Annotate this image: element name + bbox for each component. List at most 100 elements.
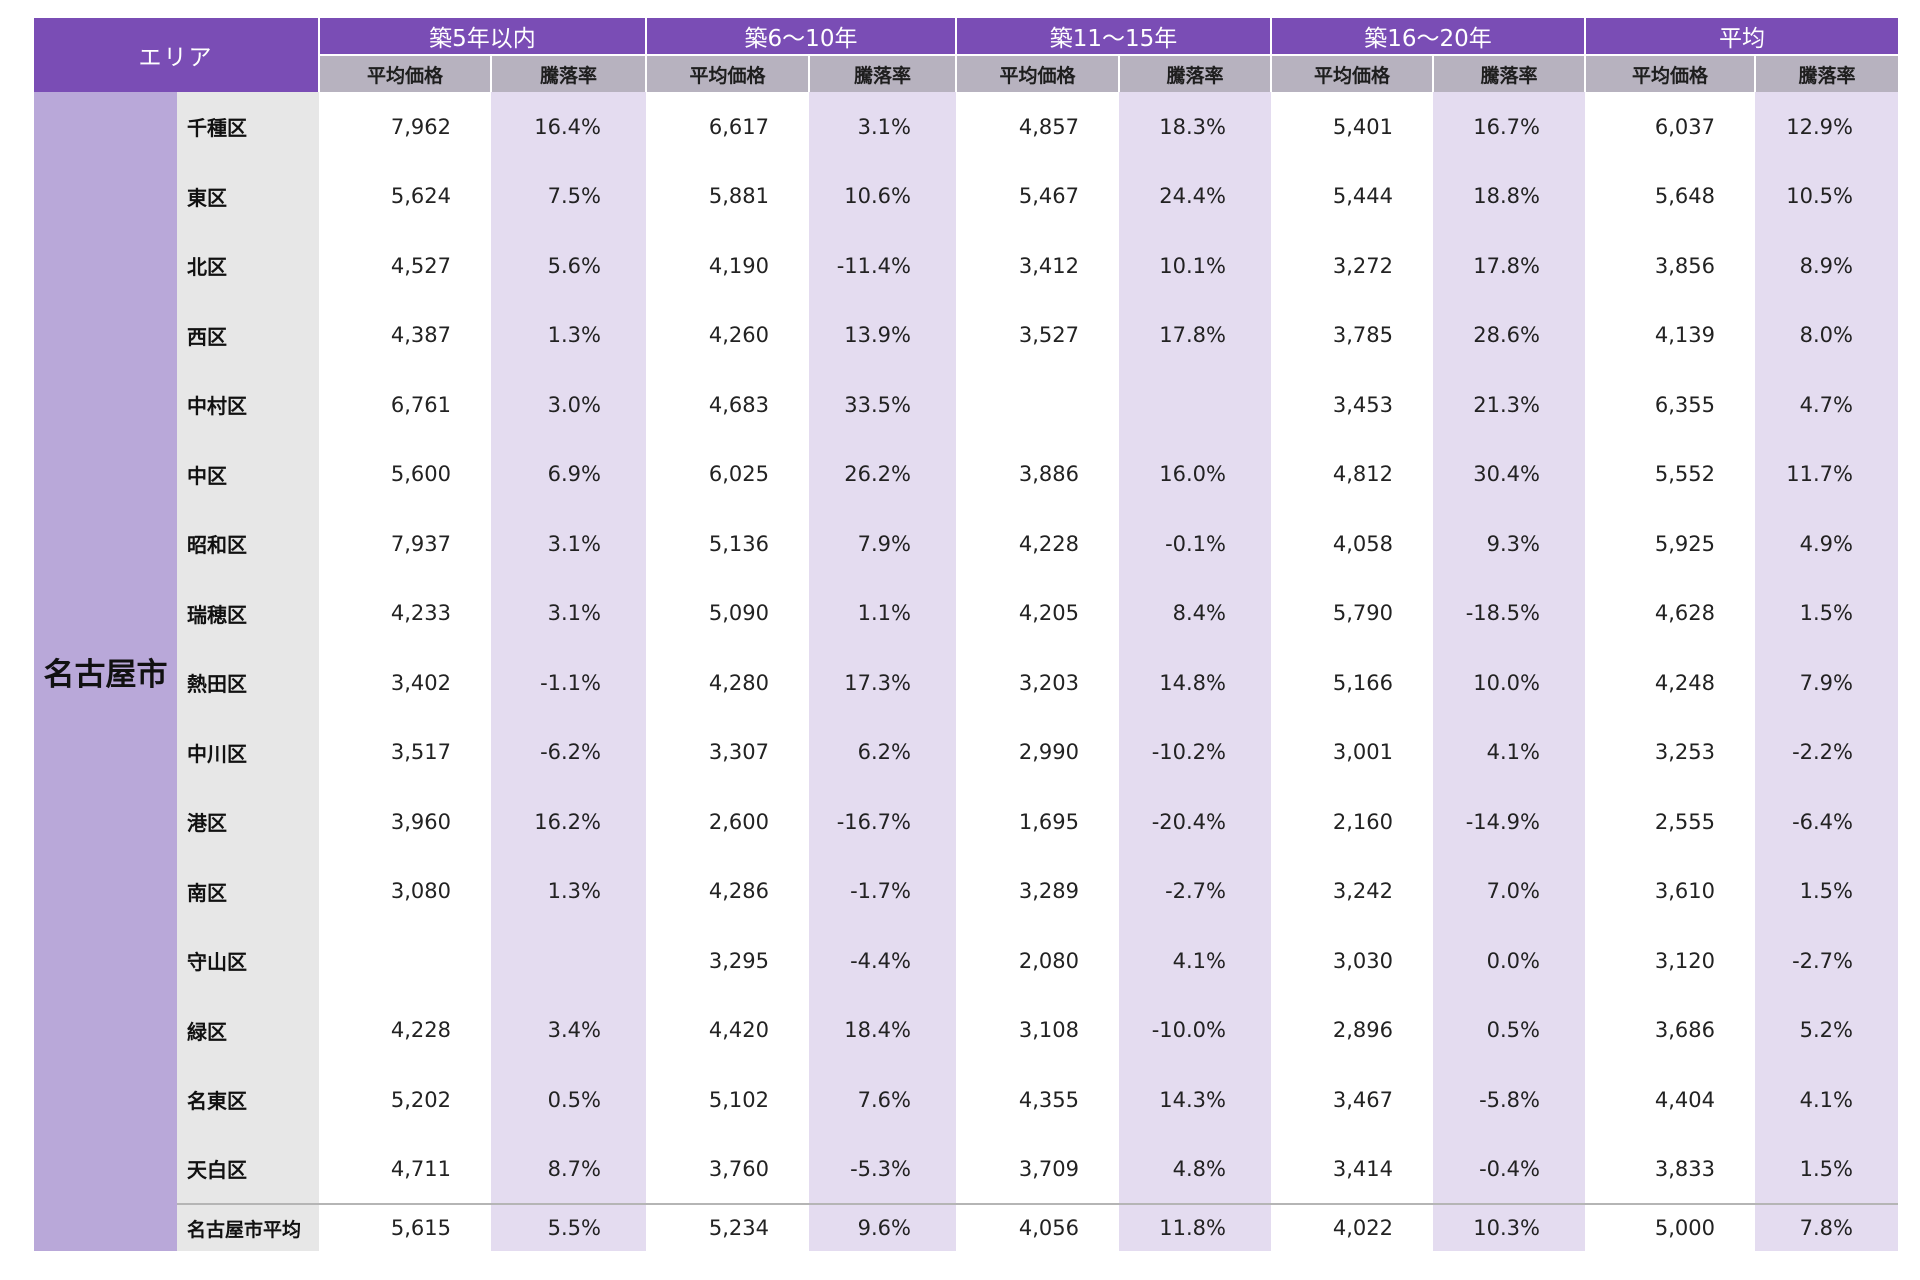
- table-row: 港区 3,960 16.2% 2,600 -16.7% 1,695 -20.4% 2,160-…: [34, 787, 1898, 857]
- total-rate-cell: 7.8%: [1755, 1203, 1898, 1251]
- rate-cell: 0.5%: [491, 1065, 646, 1135]
- price-cell: 4,280: [646, 648, 809, 718]
- price-cell: 4,711: [319, 1134, 491, 1204]
- rate-cell: 5.2%: [1755, 995, 1898, 1065]
- rate-cell: -10.0%: [1119, 995, 1271, 1065]
- group-header: 築5年以内: [318, 18, 646, 55]
- price-cell: 7,962: [319, 92, 491, 162]
- rate-cell: 30.4%: [1433, 439, 1585, 509]
- rate-cell: 1.5%: [1755, 1134, 1898, 1204]
- rate-cell: 7.9%: [1755, 648, 1898, 718]
- price-cell: 3,289: [956, 856, 1119, 926]
- rate-cell: 18.8%: [1433, 161, 1585, 231]
- price-cell: 4,058: [1271, 509, 1433, 579]
- price-cell: 3,120: [1585, 926, 1755, 996]
- rate-cell: -4.4%: [809, 926, 956, 996]
- price-cell: 2,160: [1271, 787, 1433, 857]
- price-cell: 5,136: [646, 509, 809, 579]
- group-header: 築11〜15年: [955, 18, 1271, 55]
- price-cell: 3,467: [1271, 1065, 1433, 1135]
- rate-cell: 18.3%: [1119, 92, 1271, 162]
- table-row: 緑区 4,228 3.4% 4,420 18.4% 3,108 -10.0% 2,896 0.5…: [34, 995, 1898, 1065]
- rate-cell: 17.8%: [1433, 231, 1585, 301]
- table-row: 北区 4,527 5.6% 4,190 -11.4% 3,412 10.1% 3,272 17.…: [34, 231, 1898, 301]
- price-cell: 3,203: [956, 648, 1119, 718]
- price-cell: 6,037: [1585, 92, 1755, 162]
- rate-cell: 4.1%: [1755, 1065, 1898, 1135]
- price-cell: 1,695: [956, 787, 1119, 857]
- table-row: 名東区 5,202 0.5% 5,102 7.6% 4,355 14.3% 3,467 -5.8…: [34, 1065, 1898, 1135]
- ward-name: 東区: [177, 161, 319, 231]
- price-cell: 5,401: [1271, 92, 1433, 162]
- rate-cell: 7.6%: [809, 1065, 956, 1135]
- table-row: 中村区 6,761 3.0% 4,683 33.5% 3,453 21.3% 6,355 4.7…: [34, 370, 1898, 440]
- ward-name: 北区: [177, 231, 319, 301]
- total-row: 名古屋市平均 5,615 5.5% 5,234 9.6% 4,056 11.8% 4,022 1…: [34, 1203, 1898, 1251]
- subheader-price: 平均価格: [645, 54, 809, 92]
- price-cell: 2,990: [956, 717, 1119, 787]
- rate-cell: -2.7%: [1119, 856, 1271, 926]
- ward-name: 千種区: [177, 92, 319, 162]
- price-cell: 5,090: [646, 578, 809, 648]
- price-cell: 4,812: [1271, 439, 1433, 509]
- subheader-rate: 騰落率: [1754, 54, 1898, 92]
- table-row: 熱田区 3,402 -1.1% 4,280 17.3% 3,203 14.8% 5,166 10…: [34, 648, 1898, 718]
- price-cell: 4,260: [646, 300, 809, 370]
- rate-cell: 33.5%: [809, 370, 956, 440]
- subheader-rate: 騰落率: [490, 54, 646, 92]
- table-row: 天白区 4,711 8.7% 3,760 -5.3% 3,709 4.8% 3,414 -0.4…: [34, 1134, 1898, 1204]
- price-cell: 5,552: [1585, 439, 1755, 509]
- price-cell: 4,139: [1585, 300, 1755, 370]
- price-cell: 5,790: [1271, 578, 1433, 648]
- price-cell: 3,785: [1271, 300, 1433, 370]
- rate-cell: 10.5%: [1755, 161, 1898, 231]
- rate-cell: 3.4%: [491, 995, 646, 1065]
- rate-cell: 3.1%: [809, 92, 956, 162]
- price-cell: 5,881: [646, 161, 809, 231]
- rate-cell: 11.7%: [1755, 439, 1898, 509]
- price-cell: 3,610: [1585, 856, 1755, 926]
- price-cell: [956, 370, 1119, 440]
- rate-cell: -6.4%: [1755, 787, 1898, 857]
- ward-name: 中村区: [177, 370, 319, 440]
- price-cell: 3,517: [319, 717, 491, 787]
- rate-cell: 10.0%: [1433, 648, 1585, 718]
- rate-cell: 8.4%: [1119, 578, 1271, 648]
- price-cell: 2,080: [956, 926, 1119, 996]
- rate-cell: -10.2%: [1119, 717, 1271, 787]
- price-cell: 4,228: [319, 995, 491, 1065]
- rate-cell: 10.6%: [809, 161, 956, 231]
- table-row: 南区 3,080 1.3% 4,286 -1.7% 3,289 -2.7% 3,242 7.0%…: [34, 856, 1898, 926]
- ward-name: 天白区: [177, 1134, 319, 1204]
- rate-cell: 1.3%: [491, 856, 646, 926]
- ward-name: 南区: [177, 856, 319, 926]
- rate-cell: 5.6%: [491, 231, 646, 301]
- table-row: 昭和区 7,937 3.1% 5,136 7.9% 4,228 -0.1% 4,058 9.3%…: [34, 509, 1898, 579]
- rate-cell: -0.4%: [1433, 1134, 1585, 1204]
- rate-cell: -16.7%: [809, 787, 956, 857]
- rate-cell: -1.1%: [491, 648, 646, 718]
- price-cell: 3,760: [646, 1134, 809, 1204]
- group-header: 築16〜20年: [1270, 18, 1585, 55]
- rate-cell: -2.7%: [1755, 926, 1898, 996]
- price-cell: 5,648: [1585, 161, 1755, 231]
- rate-cell: 1.5%: [1755, 856, 1898, 926]
- price-cell: 7,937: [319, 509, 491, 579]
- rate-cell: [1119, 370, 1271, 440]
- rate-cell: 13.9%: [809, 300, 956, 370]
- rate-cell: 4.8%: [1119, 1134, 1271, 1204]
- price-cell: 4,387: [319, 300, 491, 370]
- rate-cell: 17.8%: [1119, 300, 1271, 370]
- rate-cell: 16.0%: [1119, 439, 1271, 509]
- price-cell: 4,233: [319, 578, 491, 648]
- rate-cell: 4.1%: [1433, 717, 1585, 787]
- rate-cell: -18.5%: [1433, 578, 1585, 648]
- price-cell: 3,414: [1271, 1134, 1433, 1204]
- rate-cell: 7.0%: [1433, 856, 1585, 926]
- rate-cell: -6.2%: [491, 717, 646, 787]
- rate-cell: 7.5%: [491, 161, 646, 231]
- rate-cell: 28.6%: [1433, 300, 1585, 370]
- rate-cell: 8.7%: [491, 1134, 646, 1204]
- table-row: 東区 5,624 7.5% 5,881 10.6% 5,467 24.4% 5,444 18.8…: [34, 161, 1898, 231]
- price-cell: 2,600: [646, 787, 809, 857]
